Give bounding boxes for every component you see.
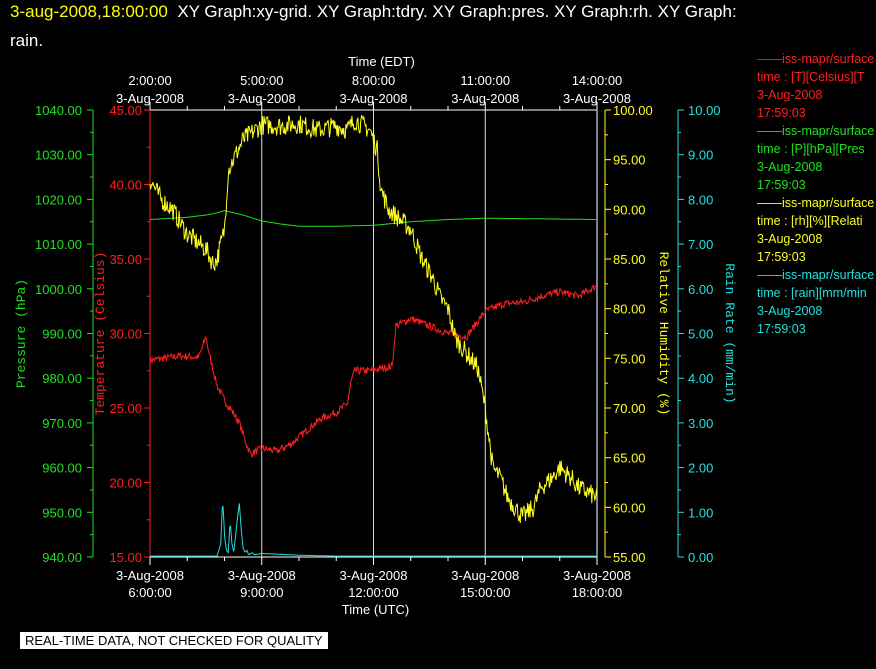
tdry-tick-label: 35.00 xyxy=(109,252,142,267)
legend-entry: ——iss-mapr/surface time : [rain][mm/min 3-… xyxy=(757,266,876,338)
top-tick-label-time: 14:00:00 xyxy=(572,73,623,88)
rain-tick-label: 3.00 xyxy=(688,416,713,431)
rh-tick-label: 90.00 xyxy=(613,202,646,217)
legend-entry-line3: 3-Aug-2008 xyxy=(757,304,823,318)
tdry-tick-label: 20.00 xyxy=(109,476,142,491)
rain-tick-label: 7.00 xyxy=(688,237,713,252)
bottom-tick-label-time: 12:00:00 xyxy=(348,585,399,600)
graph-title-line-1: 3-aug-2008,18:00:00 XY Graph:xy-grid. XY… xyxy=(10,2,737,22)
legend-entry-line4: 17:59:03 xyxy=(757,322,806,336)
rain-tick-label: 9.00 xyxy=(688,148,713,163)
pres-axis-title: Pressure (hPa) xyxy=(14,279,29,388)
bottom-tick-label-date: 3-Aug-2008 xyxy=(563,568,631,583)
title-timestamp: 3-aug-2008,18:00:00 xyxy=(10,2,168,21)
legend-entry: ——iss-mapr/surface time : [rh][%][Relati 3… xyxy=(757,194,876,266)
top-tick-label-time: 5:00:00 xyxy=(240,73,283,88)
top-tick-label-date: 3-Aug-2008 xyxy=(451,91,519,106)
rain-tick-label: 4.00 xyxy=(688,371,713,386)
pres-tick-label: 970.00 xyxy=(42,416,82,431)
legend-entry-line4: 17:59:03 xyxy=(757,250,806,264)
top-tick-label-time: 11:00:00 xyxy=(460,73,510,88)
top-tick-label-time: 8:00:00 xyxy=(352,73,395,88)
pres-tick-label: 940.00 xyxy=(42,550,82,565)
rh-tick-label: 55.00 xyxy=(613,550,646,565)
legend-entry-line4: 17:59:03 xyxy=(757,178,806,192)
pres-tick-label: 1000.00 xyxy=(35,282,82,297)
legend-entry-line1: ——iss-mapr/surface xyxy=(757,52,875,66)
tdry-tick-label: 40.00 xyxy=(109,178,142,193)
pres-tick-label: 990.00 xyxy=(42,327,82,342)
rh-tick-label: 75.00 xyxy=(613,351,646,366)
legend-entry-line2: time : [T][Celsius][T xyxy=(757,70,865,84)
pres-tick-label: 950.00 xyxy=(42,505,82,520)
pres-tick-label: 960.00 xyxy=(42,461,82,476)
rain-tick-label: 0.00 xyxy=(688,550,713,565)
rain-tick-label: 2.00 xyxy=(688,461,713,476)
top-tick-label-date: 3-Aug-2008 xyxy=(116,91,184,106)
rh-tick-label: 65.00 xyxy=(613,451,646,466)
legend-entry: ——iss-mapr/surface time : [T][Celsius][T 3… xyxy=(757,50,876,122)
tdry-axis-title: Temperature (Celsius) xyxy=(93,252,108,416)
rh-axis-title: Relative Humidity (%) xyxy=(656,252,671,416)
rain-tick-label: 6.00 xyxy=(688,282,713,297)
legend-entry-line1: ——iss-mapr/surface xyxy=(757,196,875,210)
bottom-tick-label-date: 3-Aug-2008 xyxy=(228,568,296,583)
rh-tick-label: 100.00 xyxy=(613,103,653,118)
pres-tick-label: 1040.00 xyxy=(35,103,82,118)
bottom-tick-label-date: 3-Aug-2008 xyxy=(340,568,408,583)
legend-entry-line3: 3-Aug-2008 xyxy=(757,232,823,246)
tdry-tick-label: 25.00 xyxy=(109,401,142,416)
rh-tick-label: 85.00 xyxy=(613,252,646,267)
pres-series-line xyxy=(150,210,597,227)
rain-axis-title: Rain Rate (mm/min) xyxy=(722,263,737,403)
bottom-tick-label-date: 3-Aug-2008 xyxy=(116,568,184,583)
bottom-tick-label-date: 3-Aug-2008 xyxy=(451,568,519,583)
pres-tick-label: 1030.00 xyxy=(35,148,82,163)
title-graph-list: XY Graph:xy-grid. XY Graph:tdry. XY Grap… xyxy=(177,2,737,21)
rain-tick-label: 1.00 xyxy=(688,505,713,520)
top-tick-label-date: 3-Aug-2008 xyxy=(563,91,631,106)
rh-tick-label: 80.00 xyxy=(613,302,646,317)
legend-entry: ——iss-mapr/surface time : [P][hPa][Pres 3-… xyxy=(757,122,876,194)
pres-tick-label: 1020.00 xyxy=(35,192,82,207)
legend-entry-line3: 3-Aug-2008 xyxy=(757,160,823,174)
pres-tick-label: 1010.00 xyxy=(35,237,82,252)
legend-entry-line2: time : [P][hPa][Pres xyxy=(757,142,865,156)
top-tick-label-date: 3-Aug-2008 xyxy=(340,91,408,106)
quality-note: REAL-TIME DATA, NOT CHECKED FOR QUALITY xyxy=(20,632,328,649)
bottom-tick-label-time: 18:00:00 xyxy=(572,585,623,600)
rain-series-line xyxy=(150,503,597,557)
rh-tick-label: 95.00 xyxy=(613,153,646,168)
legend-entry-line4: 17:59:03 xyxy=(757,106,806,120)
rh-tick-label: 70.00 xyxy=(613,401,646,416)
top-axis-title: Time (EDT) xyxy=(348,54,415,69)
pres-tick-label: 980.00 xyxy=(42,371,82,386)
tdry-tick-label: 15.00 xyxy=(109,550,142,565)
legend-entry-line1: ——iss-mapr/surface xyxy=(757,124,875,138)
top-tick-label-date: 3-Aug-2008 xyxy=(228,91,296,106)
tdry-series-line xyxy=(149,284,598,459)
legend-entry-line1: ——iss-mapr/surface xyxy=(757,268,875,282)
legend-entry-line3: 3-Aug-2008 xyxy=(757,88,823,102)
rh-tick-label: 60.00 xyxy=(613,500,646,515)
tdry-tick-label: 30.00 xyxy=(109,327,142,342)
legend-entry-line2: time : [rh][%][Relati xyxy=(757,214,863,228)
bottom-tick-label-time: 6:00:00 xyxy=(128,585,171,600)
graph-title-line-2: rain. xyxy=(10,31,44,50)
rh-series-line xyxy=(149,114,598,524)
tdry-tick-label: 45.00 xyxy=(109,103,142,118)
top-tick-label-time: 2:00:00 xyxy=(128,73,171,88)
rain-tick-label: 10.00 xyxy=(688,103,721,118)
legend-entry-line2: time : [rain][mm/min xyxy=(757,286,867,300)
bottom-axis-title: Time (UTC) xyxy=(342,602,409,617)
bottom-tick-label-time: 9:00:00 xyxy=(240,585,283,600)
bottom-tick-label-time: 15:00:00 xyxy=(460,585,511,600)
rain-tick-label: 5.00 xyxy=(688,327,713,342)
rain-tick-label: 8.00 xyxy=(688,192,713,207)
